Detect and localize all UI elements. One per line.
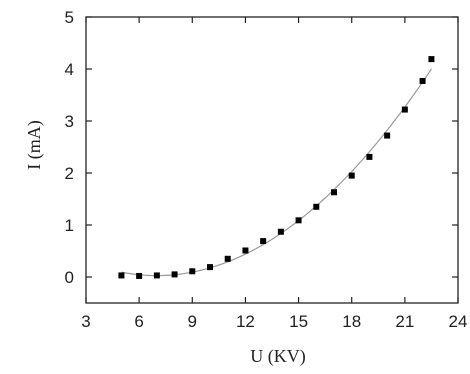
x-tick-label: 9 [188, 312, 197, 331]
y-tick-label: 1 [65, 216, 74, 235]
x-tick-label: 12 [236, 312, 255, 331]
x-tick-label: 6 [134, 312, 143, 331]
x-tick-label: 21 [395, 312, 414, 331]
data-point [419, 77, 426, 84]
x-tick-label: 15 [289, 312, 308, 331]
data-point [313, 203, 320, 210]
x-axis-title: U (KV) [250, 346, 306, 367]
x-tick-label: 24 [449, 312, 468, 331]
data-point [260, 238, 267, 245]
data-point [331, 189, 337, 196]
y-axis-title: I (mA) [24, 120, 45, 169]
data-point [348, 172, 355, 179]
data-point [118, 272, 125, 279]
y-tick-label: 3 [65, 112, 74, 131]
fit-curve-layer [121, 68, 432, 277]
y-tick-label: 5 [65, 8, 74, 27]
fit-line [121, 68, 432, 277]
data-point [384, 132, 391, 139]
x-tick-label: 18 [342, 312, 361, 331]
data-point [224, 255, 231, 262]
data-point [295, 217, 302, 224]
plot-frame [85, 16, 459, 304]
y-tick-label: 4 [65, 60, 74, 79]
data-points-layer [118, 56, 435, 279]
data-point [242, 247, 249, 254]
data-point [171, 271, 178, 278]
data-point [136, 272, 143, 279]
data-point [153, 272, 160, 279]
y-tick-label: 0 [65, 268, 74, 287]
data-point [366, 153, 373, 160]
data-point [189, 268, 196, 275]
x-tick-label: 3 [81, 312, 90, 331]
y-tick-label: 2 [65, 164, 74, 183]
data-point [207, 264, 213, 271]
data-point [277, 228, 284, 235]
data-point [428, 56, 435, 63]
data-point [401, 106, 408, 113]
